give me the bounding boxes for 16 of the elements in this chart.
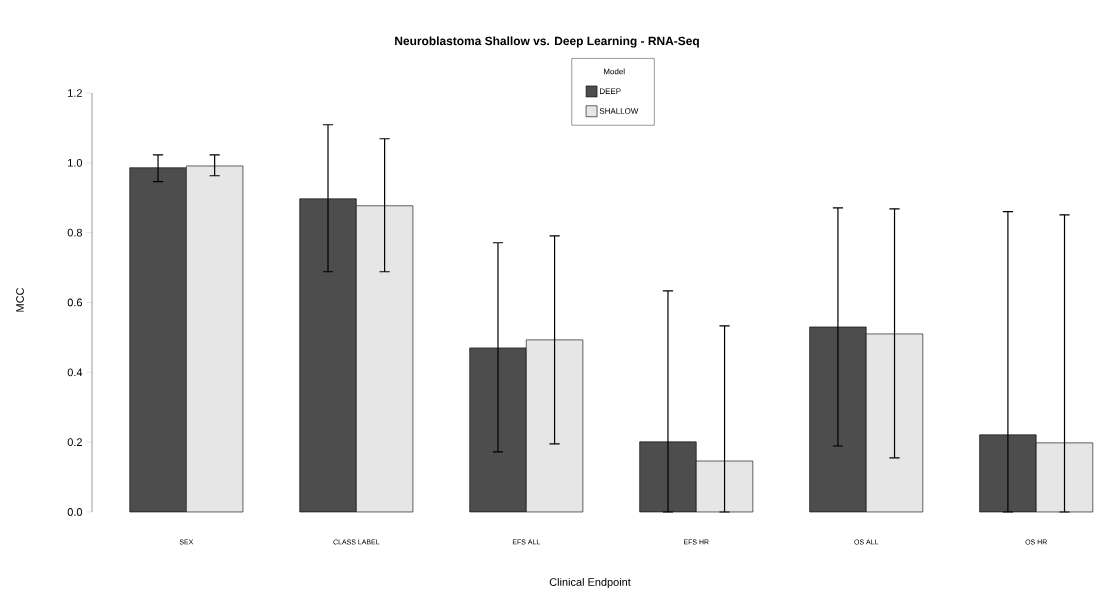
y-tick-label: 1.2 [68,89,82,97]
y-axis-title: MCC [16,287,24,312]
y-tick-label: 0.4 [67,368,83,377]
x-axis-title: Clinical Endpoint [549,577,631,589]
bar [356,205,414,513]
y-tick-label: 1.0 [68,158,83,167]
y-tick-label: 0.8 [67,228,82,237]
bar [1035,442,1094,513]
y-tick-label: 0.0 [67,508,83,516]
bar [695,460,754,513]
bar [186,165,244,513]
bar [865,333,924,513]
chart-title: Neuroblastoma Shallow vs. Deep Learning - RNA-Seq [395,36,699,48]
y-tick-label: 0.6 [67,298,82,307]
y-tick-label: 0.2 [67,438,82,447]
bar [525,339,584,513]
